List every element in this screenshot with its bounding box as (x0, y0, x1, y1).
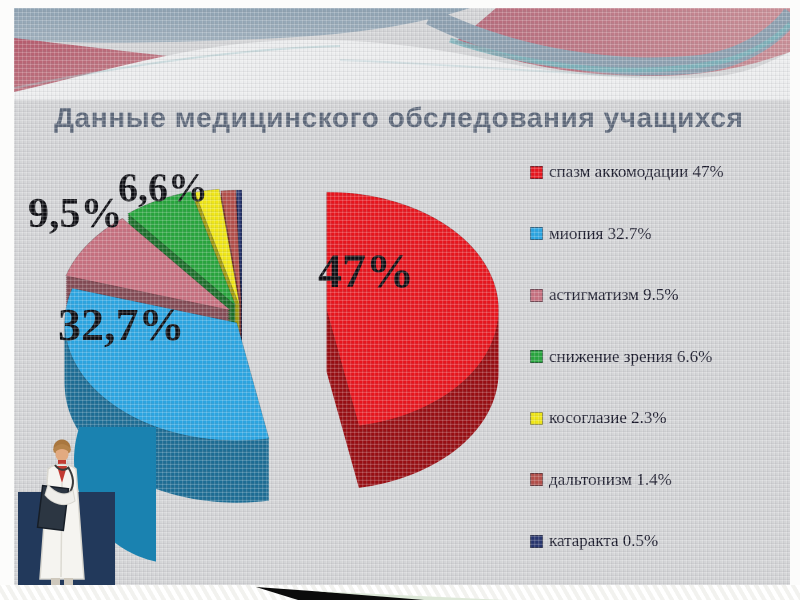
banner-teal-line (449, 22, 790, 73)
pie-slice-0 (326, 191, 499, 427)
legend-color-swatch (530, 473, 543, 486)
clipart-teal-circle (74, 427, 156, 562)
legend-item: косоглазие 2.3% (530, 408, 667, 428)
legend-item: спазм аккомодации 47% (530, 162, 724, 182)
legend-label: дальтонизм 1.4% (549, 469, 672, 489)
banner-blue-ribbon (426, 8, 790, 76)
pie-label-vision-loss: 6,6% (118, 165, 208, 210)
legend-label: катаракта 0.5% (549, 531, 659, 550)
pie-label-myopia: 32,7% (58, 299, 185, 350)
legend-color-swatch (530, 534, 543, 548)
legend-item: катаракта 0.5% (530, 531, 658, 551)
pie-slice-4 (194, 188, 240, 307)
bottom-strip (0, 585, 800, 600)
green-wedge (312, 591, 505, 600)
banner-red-wedge (14, 38, 185, 93)
legend-label: косоглазие 2.3% (549, 408, 667, 427)
banner-blue-band (14, 8, 470, 43)
legend-item: снижение зрения 6.6% (530, 347, 712, 367)
pie-slice-6 (236, 189, 243, 309)
legend-label: спазм аккомодации 47% (549, 162, 724, 181)
banner-accent-line-2 (339, 59, 641, 77)
pie-slice-1 (64, 287, 270, 441)
pie-label-astigmatism: 9,5% (28, 191, 123, 237)
pie-label-accommodation: 47% (318, 245, 414, 298)
banner-accent-line-1 (14, 45, 341, 89)
legend-label: миопия 32.7% (549, 223, 652, 243)
legend-item: миопия 32.7% (530, 224, 652, 244)
doctor-clipart (18, 427, 156, 591)
legend-item: астигматизм 9.5% (530, 285, 679, 305)
legend-color-swatch (530, 288, 543, 302)
bottom-shapes (256, 587, 505, 600)
legend-label: снижение зрения 6.6% (549, 346, 713, 366)
legend-item: дальтонизм 1.4% (530, 470, 672, 490)
legend-color-swatch (530, 411, 543, 425)
legend-color-swatch (530, 165, 543, 179)
pie-slice-3 (127, 191, 236, 306)
decorative-wave-banner (14, 8, 790, 100)
legend-color-swatch (530, 227, 543, 240)
pie-slice-2 (65, 217, 231, 311)
pie-slice-5 (220, 189, 242, 309)
banner-white-wave (14, 40, 790, 100)
legend-color-swatch (530, 350, 543, 363)
slide-title: Данные медицинского обследования учащихс… (54, 102, 744, 133)
legend-label: астигматизм 9.5% (549, 285, 679, 304)
legend: спазм аккомодации 47% миопия 32.7% астигма… (530, 162, 782, 562)
